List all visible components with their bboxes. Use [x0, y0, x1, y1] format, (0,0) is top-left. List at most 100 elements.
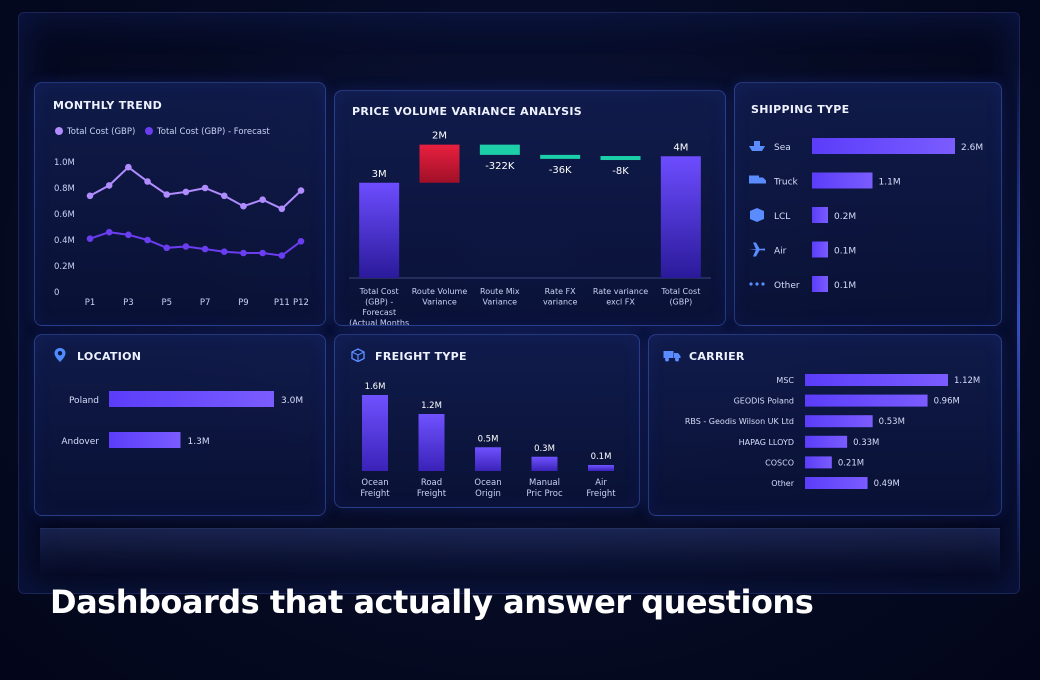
series-point-0 — [278, 205, 286, 213]
series-line-1 — [89, 231, 302, 257]
freight-category-label: Road — [421, 478, 442, 488]
pvv-bar — [540, 154, 581, 159]
pvv-value-label: -36K — [549, 165, 572, 176]
pvv-panel: PRICE VOLUME VARIANCE ANALYSIS 3M Total C… — [334, 90, 726, 326]
carrier-bar — [805, 456, 832, 469]
pvv-title: PRICE VOLUME VARIANCE ANALYSIS — [352, 105, 582, 118]
series-point-1 — [163, 244, 171, 252]
freight-bar — [362, 395, 388, 471]
pvv-category-label: Total Cost — [660, 287, 700, 296]
series-point-1 — [240, 249, 247, 257]
location-bar — [109, 391, 274, 407]
monthly-trend-chart: Total Cost (GBP) Total Cost (GBP) - Forec… — [54, 127, 309, 308]
shipping-value-label: 2.6M — [961, 143, 983, 153]
legend-marker-total — [55, 127, 63, 135]
shipping-category-label: Truck — [773, 178, 799, 188]
shipping-value-label: 0.1M — [834, 247, 856, 257]
x-tick-label: P3 — [123, 298, 134, 308]
dots-icon — [755, 282, 759, 286]
series-point-1 — [144, 236, 151, 244]
location-value-label: 1.3M — [188, 437, 210, 447]
plane-icon — [749, 242, 765, 257]
shipping-bar — [812, 276, 828, 292]
pvv-value-label: 4M — [673, 142, 688, 153]
carrier-panel: CARRIER MSC 1.12M GEODIS Poland 0.96M RBS - … — [648, 334, 1002, 516]
pvv-value-label: 3M — [372, 169, 387, 180]
location-bar — [109, 432, 181, 448]
freight-bar — [531, 456, 558, 471]
series-point-1 — [125, 231, 132, 239]
location-chart: Poland 3.0M Andover 1.3M — [61, 391, 303, 448]
pvv-category-label: (GBP) - — [365, 298, 393, 307]
pvv-category-label: Route Volume — [412, 287, 468, 296]
freight-category-label: Ocean — [361, 478, 388, 488]
series-point-0 — [220, 192, 228, 200]
freight-chart: 1.6MOceanFreight1.2MRoadFreight0.5MOcean… — [360, 382, 616, 499]
pvv-category-label: Forecast — [362, 308, 396, 317]
location-value-label: 3.0M — [281, 396, 303, 406]
location-category-label: Poland — [69, 396, 99, 406]
pvv-category-label: Rate variance — [593, 287, 648, 296]
series-point-1 — [297, 238, 305, 245]
location-title: LOCATION — [77, 350, 142, 363]
series-point-0 — [105, 182, 113, 189]
pvv-value-label: -322K — [485, 161, 515, 172]
pvv-bar — [600, 156, 641, 161]
carrier-category-label: COSCO — [765, 458, 794, 467]
series-point-1 — [182, 243, 190, 250]
series-point-1 — [201, 245, 209, 253]
truck-icon — [663, 351, 681, 362]
x-tick-label: P12 — [293, 298, 309, 308]
x-tick-label: P11 — [274, 298, 290, 308]
pvv-category-label: Total Cost — [359, 287, 399, 296]
series-point-0 — [297, 187, 305, 194]
pvv-category-label: excl FX — [606, 298, 635, 307]
shipping-bar — [812, 207, 828, 223]
series-point-0 — [144, 178, 151, 185]
x-tick-label: P7 — [200, 298, 211, 308]
shipping-bar — [812, 138, 955, 154]
truck-icon — [749, 175, 759, 184]
x-tick-label: P9 — [238, 298, 249, 308]
carrier-value-label: 1.12M — [954, 376, 980, 386]
carrier-bar — [805, 415, 873, 428]
freight-bar — [588, 465, 614, 471]
legend-label-forecast: Total Cost (GBP) - Forecast — [156, 127, 270, 137]
pvv-category-label: Route Mix — [480, 287, 520, 296]
shipping-title: SHIPPING TYPE — [751, 103, 850, 116]
y-tick-label: 1.0M — [54, 158, 75, 168]
freight-panel: FREIGHT TYPE 1.6M Ocean Freight 1.2M Road Fre… — [334, 334, 640, 508]
series-point-1 — [220, 248, 228, 255]
legend-marker-forecast — [145, 127, 153, 135]
pvv-bar — [479, 144, 520, 155]
pvv-category-label: (Actual Months — [349, 319, 409, 326]
freight-category-label: Freight — [586, 489, 616, 499]
location-pin-icon — [54, 348, 66, 362]
pvv-bar — [660, 156, 701, 278]
shipping-value-label: 1.1M — [879, 178, 901, 188]
series-point-0 — [240, 202, 247, 210]
shipping-value-label: 0.2M — [834, 212, 856, 222]
legend-label-total: Total Cost (GBP) — [66, 127, 135, 137]
carrier-value-label: 0.21M — [838, 458, 864, 468]
pvv-bar — [419, 144, 460, 183]
cube-icon — [351, 348, 365, 362]
carrier-category-label: GEODIS Poland — [734, 397, 794, 406]
dots-icon — [761, 282, 765, 286]
series-point-0 — [259, 196, 266, 203]
freight-category-label: Ocean — [474, 478, 501, 488]
shipping-value-label: 0.1M — [834, 281, 856, 291]
carrier-bar — [805, 374, 948, 386]
x-tick-label: P1 — [85, 298, 96, 308]
pvv-category-label: variance — [543, 298, 578, 307]
carrier-category-label: HAPAG LLOYD — [739, 438, 794, 447]
series-point-0 — [125, 163, 132, 171]
carrier-category-label: RBS - Geodis Wilson UK Ltd — [685, 417, 794, 426]
pvv-value-label: 2M — [432, 131, 447, 142]
freight-value-label: 1.6M — [365, 382, 386, 392]
series-point-0 — [163, 191, 171, 198]
shipping-bar — [812, 172, 873, 189]
shipping-panel: SHIPPING TYPE Sea 2.6M Truck 1.1M LCL 0.2M Air… — [734, 82, 1002, 326]
freight-category-label: Origin — [475, 489, 501, 499]
location-panel: LOCATION Poland 3.0M Andover 1.3M — [34, 334, 326, 516]
